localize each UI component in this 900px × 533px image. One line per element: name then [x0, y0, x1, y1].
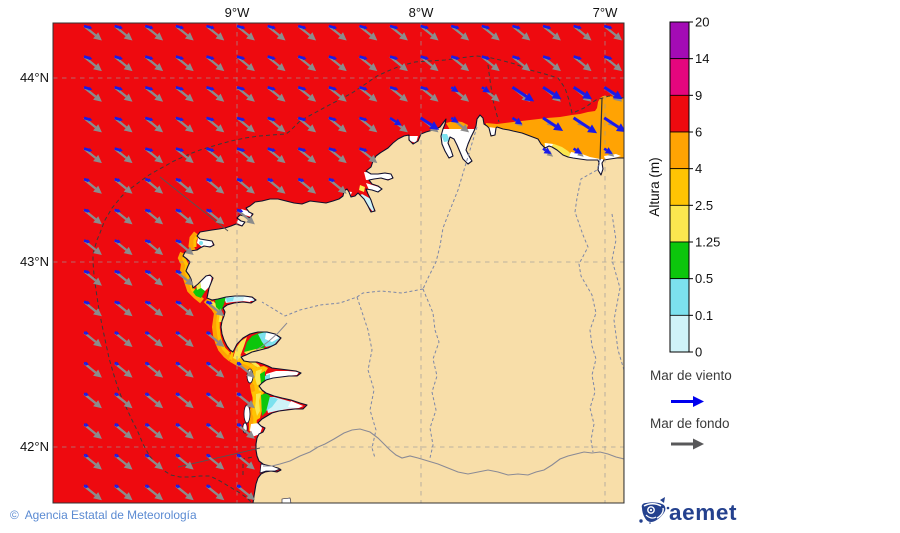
svg-text:0.1: 0.1 — [695, 308, 713, 323]
svg-text:aemet: aemet — [669, 500, 737, 525]
svg-text:0: 0 — [695, 345, 702, 360]
svg-text:6: 6 — [695, 125, 702, 140]
svg-text:© Agencia Estatal de Meteorol: © Agencia Estatal de Meteorología — [10, 508, 197, 522]
svg-text:43°N: 43°N — [20, 254, 49, 269]
svg-text:14: 14 — [695, 51, 709, 66]
svg-text:9°W: 9°W — [225, 5, 250, 20]
svg-text:2.5: 2.5 — [695, 198, 713, 213]
svg-text:8°W: 8°W — [409, 5, 434, 20]
svg-text:Mar de fondo: Mar de fondo — [650, 416, 730, 431]
svg-text:Mar de viento: Mar de viento — [650, 368, 732, 383]
svg-text:42°N: 42°N — [20, 439, 49, 454]
svg-text:4: 4 — [695, 161, 702, 176]
svg-text:0.5: 0.5 — [695, 271, 713, 286]
svg-text:7°W: 7°W — [593, 5, 618, 20]
svg-text:9: 9 — [695, 88, 702, 103]
svg-text:20: 20 — [695, 15, 709, 30]
svg-text:1.25: 1.25 — [695, 235, 720, 250]
svg-text:Altura (m): Altura (m) — [647, 157, 662, 216]
svg-text:44°N: 44°N — [20, 70, 49, 85]
